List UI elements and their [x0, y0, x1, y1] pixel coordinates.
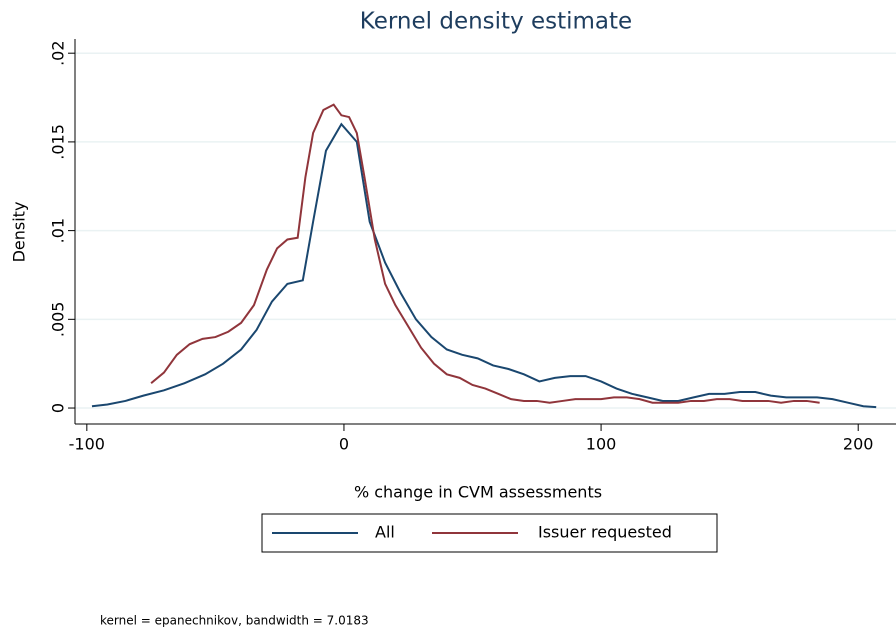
y-tick-label: .01: [49, 218, 68, 243]
x-tick-label: -100: [69, 435, 105, 454]
x-tick-label: 100: [586, 435, 617, 454]
y-tick-label: .02: [49, 40, 68, 65]
note: kernel = epanechnikov, bandwidth = 7.018…: [100, 614, 369, 628]
x-tick-label: 200: [843, 435, 874, 454]
y-axis-label: Density: [10, 202, 29, 263]
y-tick-label: .015: [49, 124, 68, 160]
legend-label: All: [375, 523, 395, 542]
y-tick-label: 0: [49, 403, 68, 413]
series-line: [150, 103, 820, 404]
x-axis-label: % change in CVM assessments: [354, 483, 602, 502]
series-line: [91, 122, 877, 409]
x-tick-label: 0: [339, 435, 349, 454]
legend-label: Issuer requested: [538, 523, 672, 542]
chart-title: Kernel density estimate: [360, 9, 632, 35]
y-tick-label: .005: [49, 302, 68, 338]
